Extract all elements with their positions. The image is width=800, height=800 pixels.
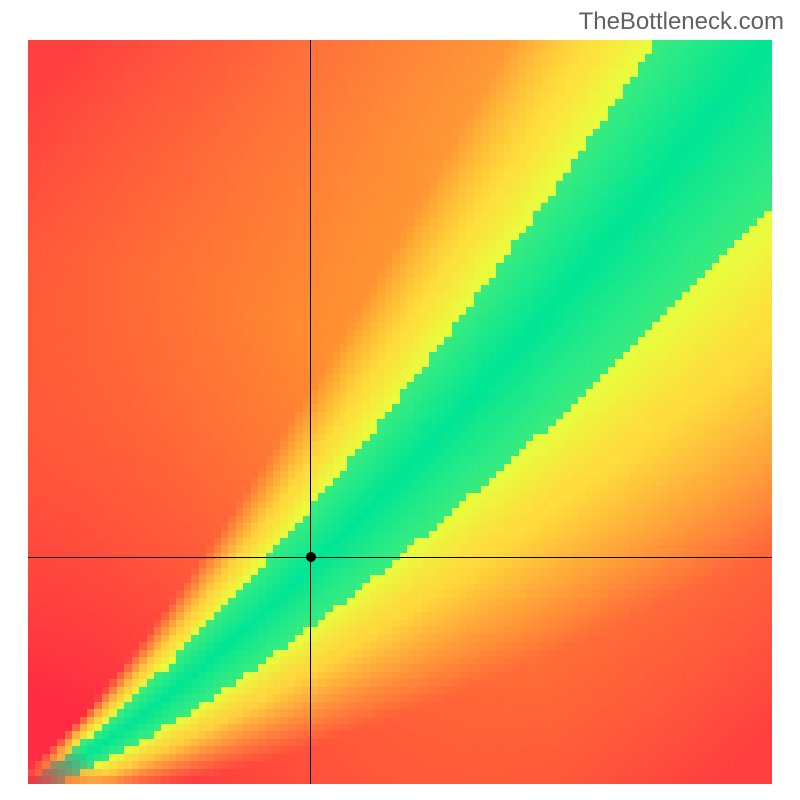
watermark-text: TheBottleneck.com <box>579 8 784 36</box>
heatmap-canvas <box>28 40 772 784</box>
chart-container: TheBottleneck.com <box>0 0 800 800</box>
chart-area <box>28 40 772 784</box>
marker-dot <box>306 552 316 562</box>
crosshair-vertical <box>310 40 311 784</box>
crosshair-horizontal <box>28 557 772 558</box>
